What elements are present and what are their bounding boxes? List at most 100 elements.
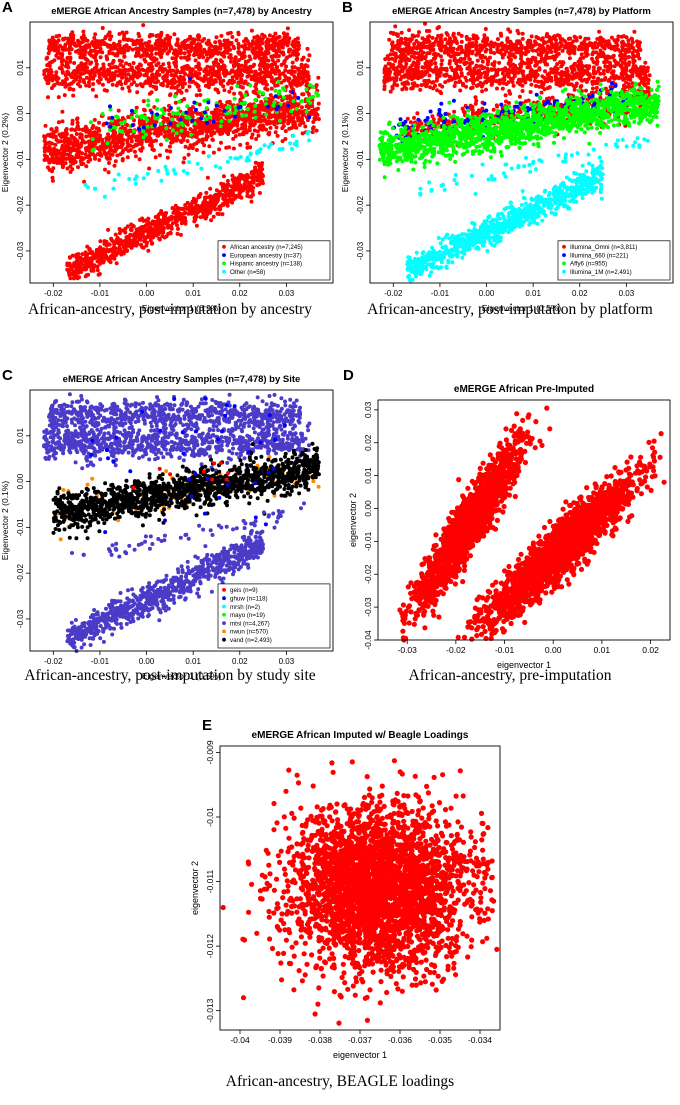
data-point bbox=[187, 160, 192, 165]
data-point bbox=[238, 155, 243, 159]
data-point bbox=[396, 46, 401, 51]
data-point bbox=[92, 186, 97, 191]
data-point bbox=[483, 36, 488, 41]
data-point bbox=[439, 33, 444, 38]
data-point bbox=[46, 80, 51, 85]
data-point bbox=[108, 148, 113, 153]
data-point bbox=[171, 111, 175, 115]
data-point bbox=[298, 99, 303, 104]
data-point bbox=[124, 61, 129, 66]
data-point bbox=[290, 90, 295, 95]
data-point bbox=[273, 130, 278, 135]
data-point bbox=[443, 80, 448, 85]
data-point bbox=[184, 64, 188, 69]
data-point bbox=[124, 68, 128, 73]
data-point bbox=[208, 54, 213, 59]
data-point bbox=[192, 53, 196, 58]
data-point bbox=[204, 69, 209, 74]
caption-a: African-ancestry, post-imputation by anc… bbox=[28, 301, 312, 318]
data-point bbox=[50, 41, 55, 46]
data-point bbox=[210, 50, 215, 55]
data-point bbox=[140, 216, 145, 221]
data-point bbox=[109, 65, 114, 70]
data-point bbox=[133, 177, 137, 182]
data-point bbox=[255, 129, 260, 134]
data-point bbox=[118, 248, 123, 253]
data-point bbox=[160, 69, 165, 74]
data-point bbox=[508, 53, 513, 58]
data-point bbox=[287, 47, 292, 52]
data-point bbox=[125, 224, 130, 229]
data-point bbox=[143, 59, 148, 64]
data-point bbox=[97, 71, 102, 76]
data-point bbox=[467, 57, 472, 61]
data-point bbox=[305, 75, 310, 80]
data-point bbox=[420, 36, 425, 41]
data-point bbox=[264, 112, 269, 117]
data-point bbox=[69, 133, 74, 138]
data-point bbox=[230, 35, 235, 39]
data-point bbox=[171, 68, 176, 73]
data-point bbox=[141, 129, 146, 134]
data-point bbox=[268, 93, 273, 98]
data-point bbox=[214, 103, 219, 108]
data-point bbox=[220, 212, 225, 217]
data-point bbox=[146, 98, 151, 103]
data-point bbox=[235, 120, 239, 124]
data-point bbox=[590, 86, 595, 91]
data-point bbox=[248, 184, 253, 189]
data-point bbox=[64, 156, 69, 161]
data-point bbox=[285, 26, 290, 31]
data-point bbox=[475, 58, 480, 63]
data-point bbox=[256, 79, 261, 84]
data-point bbox=[451, 31, 456, 36]
data-point bbox=[165, 117, 170, 122]
data-point bbox=[187, 53, 192, 57]
data-point bbox=[72, 75, 77, 80]
data-point bbox=[173, 51, 177, 56]
data-point bbox=[263, 58, 268, 63]
data-point bbox=[543, 40, 548, 45]
data-point bbox=[210, 138, 215, 142]
data-point bbox=[185, 57, 190, 62]
data-point bbox=[77, 275, 82, 280]
data-point bbox=[226, 183, 231, 188]
data-point bbox=[273, 83, 278, 88]
data-point bbox=[132, 236, 137, 241]
data-point bbox=[105, 57, 110, 62]
data-point bbox=[174, 219, 179, 224]
data-point bbox=[176, 226, 180, 231]
legend-label: Other (n=58) bbox=[230, 269, 265, 276]
data-point bbox=[246, 59, 251, 64]
data-point bbox=[168, 121, 173, 126]
data-point bbox=[279, 62, 284, 67]
data-point bbox=[159, 107, 164, 112]
data-point bbox=[184, 88, 189, 93]
data-point bbox=[137, 157, 142, 162]
data-point bbox=[615, 37, 620, 42]
data-point bbox=[144, 79, 149, 84]
data-point bbox=[257, 170, 261, 175]
data-point bbox=[609, 35, 614, 40]
data-point bbox=[204, 106, 209, 111]
data-point bbox=[202, 143, 207, 148]
data-point bbox=[277, 73, 282, 78]
data-point bbox=[197, 34, 202, 39]
data-point bbox=[233, 193, 238, 198]
data-point bbox=[248, 66, 253, 70]
data-point bbox=[168, 149, 173, 154]
data-point bbox=[244, 130, 249, 135]
data-point bbox=[443, 44, 448, 49]
data-point bbox=[399, 30, 404, 35]
data-point bbox=[282, 78, 287, 83]
data-point bbox=[602, 46, 607, 51]
data-point bbox=[623, 50, 628, 55]
data-point bbox=[69, 272, 74, 276]
data-point bbox=[108, 247, 113, 252]
data-point bbox=[123, 245, 128, 250]
data-point bbox=[244, 36, 248, 41]
data-point bbox=[173, 100, 178, 105]
data-point bbox=[149, 110, 154, 115]
data-point bbox=[206, 100, 211, 105]
data-point bbox=[97, 158, 102, 162]
